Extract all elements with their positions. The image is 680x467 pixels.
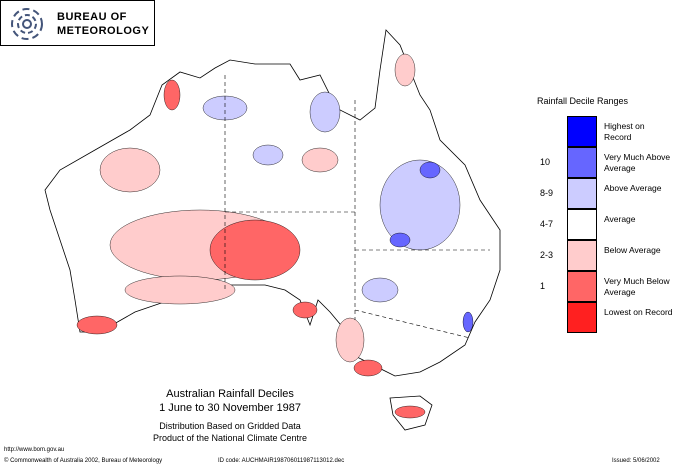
legend-swatch bbox=[567, 147, 597, 178]
area bbox=[394, 405, 426, 419]
legend-swatch bbox=[567, 271, 597, 302]
legend-label: Above Average bbox=[604, 183, 662, 193]
area bbox=[99, 147, 161, 193]
footer-url: http://www.bom.gov.au bbox=[4, 447, 65, 453]
legend-decile: 2-3 bbox=[540, 250, 554, 260]
legend-label: Average bbox=[604, 214, 636, 224]
legend-swatch bbox=[567, 178, 597, 209]
area bbox=[389, 232, 411, 248]
legend-label: Below Average bbox=[604, 245, 661, 255]
map bbox=[44, 29, 501, 431]
footer-issued: Issued: 5/06/2002 bbox=[612, 458, 660, 464]
area bbox=[76, 315, 118, 335]
area bbox=[124, 275, 236, 305]
area bbox=[163, 79, 181, 111]
footer-copyright: © Commonwealth of Australia 2002, Bureau… bbox=[4, 458, 163, 464]
rainfall-areas bbox=[76, 53, 474, 419]
legend-label: Highest on Record bbox=[604, 121, 645, 142]
legend-label: Lowest on Record bbox=[604, 307, 673, 317]
legend-label: Very Much Below Average bbox=[604, 276, 670, 297]
map-title: Australian Rainfall Deciles bbox=[166, 388, 294, 400]
area bbox=[209, 219, 301, 281]
legend-decile: 1 bbox=[540, 281, 546, 291]
state-borders bbox=[224, 75, 490, 339]
area bbox=[292, 301, 318, 319]
agency-name: BUREAU OF bbox=[57, 11, 127, 23]
legend-swatch bbox=[567, 240, 597, 271]
area bbox=[309, 91, 341, 133]
area bbox=[335, 317, 365, 363]
legend-swatch bbox=[567, 302, 597, 333]
legend-title: Rainfall Decile Ranges bbox=[537, 96, 629, 106]
logo: BUREAU OF METEOROLOGY bbox=[0, 0, 155, 46]
area bbox=[252, 144, 284, 166]
legend-decile: 4-7 bbox=[540, 219, 554, 229]
area bbox=[361, 277, 399, 303]
legend-label: Very Much Above Average bbox=[604, 152, 671, 173]
area bbox=[353, 359, 383, 377]
legend-decile: 10 bbox=[540, 157, 551, 167]
area bbox=[301, 147, 339, 173]
legend-swatch bbox=[567, 209, 597, 240]
agency-name: METEOROLOGY bbox=[57, 25, 150, 37]
map-note: Product of the National Climate Centre bbox=[152, 433, 308, 443]
map-period: 1 June to 30 November 1987 bbox=[159, 402, 301, 414]
legend-swatch bbox=[567, 116, 597, 147]
area bbox=[462, 311, 474, 333]
map-note: Distribution Based on Gridded Data bbox=[159, 421, 301, 431]
footer-id: ID code: AUCHMAIR198706011987113012.dec bbox=[218, 458, 345, 464]
area bbox=[394, 53, 416, 87]
legend-decile: 8-9 bbox=[540, 188, 554, 198]
area bbox=[419, 161, 441, 179]
logo-icon bbox=[11, 8, 43, 40]
